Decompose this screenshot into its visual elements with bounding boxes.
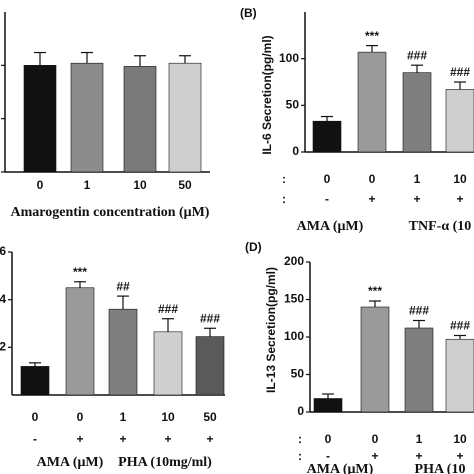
bar bbox=[168, 62, 202, 173]
x-tick-label: 1 bbox=[84, 178, 91, 192]
x-tick-label: 0 bbox=[325, 432, 332, 446]
x-tick-label: 0 bbox=[32, 410, 39, 424]
y-tick-label: 50 bbox=[286, 98, 300, 112]
x-axis-label: Amarogentin concentration (μM) bbox=[11, 205, 210, 220]
x-tick-label: 0 bbox=[77, 410, 84, 424]
treatment-label: + bbox=[368, 192, 375, 206]
x-tick-label: 10 bbox=[453, 172, 467, 186]
x-tick-label: 1 bbox=[416, 432, 423, 446]
x-tick-label: 0 bbox=[369, 172, 376, 186]
significance-label: ## bbox=[116, 279, 130, 293]
bar bbox=[70, 62, 104, 173]
x-tick-label: 0 bbox=[37, 178, 44, 192]
significance-label: *** bbox=[73, 265, 87, 279]
bar bbox=[445, 89, 474, 153]
y-tick-label: 200 bbox=[284, 254, 304, 268]
bar bbox=[357, 51, 387, 153]
footer-label: AMA (μM) bbox=[37, 455, 104, 470]
y-axis-label: IL-13 Secretion(pg/ml) bbox=[264, 267, 278, 393]
treatment-label: + bbox=[413, 192, 420, 206]
bar bbox=[153, 331, 183, 396]
bar bbox=[123, 66, 157, 173]
treatment-label: + bbox=[76, 432, 83, 446]
x-tick-label: 1 bbox=[414, 172, 421, 186]
panel-label: (D) bbox=[245, 240, 262, 254]
y-tick-label: 4 bbox=[0, 292, 6, 306]
significance-label: ### bbox=[407, 48, 427, 62]
footer-label: PHA (10mg/ml) bbox=[118, 455, 212, 470]
y-tick-label: 50 bbox=[291, 367, 305, 381]
significance-label: ### bbox=[409, 304, 429, 318]
bar bbox=[65, 287, 95, 396]
treatment-label: + bbox=[206, 432, 213, 446]
bar bbox=[312, 120, 342, 153]
y-tick-label: 100 bbox=[279, 51, 299, 65]
treatment-label: + bbox=[456, 192, 463, 206]
x-tick-label: 0 bbox=[372, 432, 379, 446]
treatment-label: + bbox=[119, 432, 126, 446]
x-tick-label: 10 bbox=[453, 432, 467, 446]
footer-label: AMA (μM) bbox=[307, 462, 374, 474]
treatment-label: - bbox=[33, 432, 37, 446]
bar bbox=[313, 398, 343, 413]
x-tick-label: 0 bbox=[324, 172, 331, 186]
bar bbox=[445, 338, 474, 413]
significance-label: ### bbox=[450, 65, 470, 79]
footer-label: AMA (μM) bbox=[297, 219, 364, 234]
bar bbox=[404, 327, 434, 413]
row-marker: : bbox=[282, 172, 286, 186]
row-marker: : bbox=[282, 192, 286, 206]
treatment-label: + bbox=[415, 449, 422, 463]
treatment-label: + bbox=[371, 449, 378, 463]
significance-label: ### bbox=[158, 302, 178, 316]
significance-label: ### bbox=[200, 311, 220, 325]
footer-label: TNF-α (10 bbox=[409, 219, 472, 234]
treatment-label: - bbox=[326, 449, 330, 463]
treatment-label: + bbox=[164, 432, 171, 446]
y-tick-label: 2 bbox=[0, 340, 6, 354]
x-tick-label: 50 bbox=[178, 178, 192, 192]
y-tick-label: 6 bbox=[0, 244, 6, 258]
x-tick-label: 10 bbox=[133, 178, 147, 192]
y-tick-label: 0 bbox=[292, 144, 299, 158]
bar bbox=[20, 366, 50, 396]
x-tick-label: 10 bbox=[161, 410, 175, 424]
x-tick-label: 50 bbox=[203, 410, 217, 424]
bar bbox=[23, 65, 57, 173]
significance-label: *** bbox=[368, 284, 382, 298]
treatment-label: - bbox=[325, 192, 329, 206]
bar bbox=[195, 336, 225, 396]
y-tick-label: 100 bbox=[284, 329, 304, 343]
row-marker: : bbox=[298, 432, 302, 446]
x-tick-label: 1 bbox=[120, 410, 127, 424]
row-marker: : bbox=[298, 449, 302, 463]
treatment-label: + bbox=[456, 449, 463, 463]
panel-label: (B) bbox=[240, 6, 257, 20]
significance-label: ### bbox=[450, 319, 470, 333]
footer-label: PHA (10 bbox=[415, 462, 466, 474]
y-axis-label: IL-6 Secretion(pg/ml) bbox=[260, 35, 274, 154]
bar bbox=[108, 308, 138, 396]
y-tick-label: 0 bbox=[297, 404, 304, 418]
bar bbox=[402, 72, 432, 153]
significance-label: *** bbox=[365, 29, 379, 43]
bar bbox=[360, 306, 390, 413]
y-tick-label: 150 bbox=[284, 292, 304, 306]
